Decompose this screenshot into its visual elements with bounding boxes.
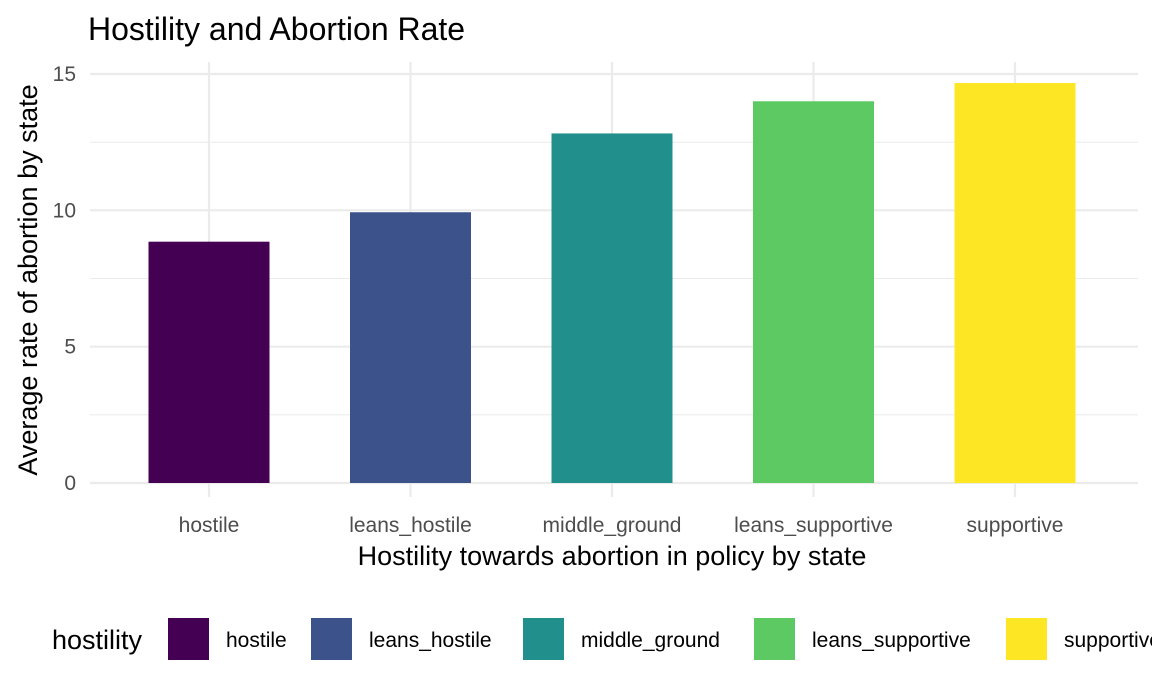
legend-label: leans_hostile <box>369 629 492 652</box>
bar-hostile <box>148 241 270 483</box>
legend-label: hostile <box>226 629 287 652</box>
x-tick-label: leans_hostile <box>349 514 472 537</box>
x-tick-label: supportive <box>967 514 1064 537</box>
legend-key-leans_supportive <box>754 618 795 660</box>
legend-key-middle_ground <box>523 618 564 660</box>
legend-key-leans_hostile <box>311 618 352 660</box>
bar-leans_supportive <box>753 101 874 484</box>
legend-label: supportive <box>1064 629 1152 652</box>
bar-leans_hostile <box>350 212 471 483</box>
legend-label: leans_supportive <box>812 629 971 652</box>
bar-supportive <box>954 82 1076 484</box>
y-tick-label: 5 <box>64 336 76 359</box>
bars <box>148 82 1076 484</box>
chart-title: Hostility and Abortion Rate <box>88 11 465 47</box>
y-tick-label: 15 <box>53 63 76 86</box>
x-tick-label: leans_supportive <box>734 514 893 537</box>
legend-key-supportive <box>1006 618 1047 660</box>
legend: hostility hostile leans_hostile middle_gro… <box>52 618 1152 660</box>
y-tick-label: 0 <box>64 472 76 495</box>
legend-title: hostility <box>52 625 143 655</box>
legend-label: middle_ground <box>581 629 720 652</box>
x-tick-label: hostile <box>179 514 240 537</box>
x-tick-label: middle_ground <box>543 514 682 537</box>
y-tick-label: 10 <box>53 199 76 222</box>
x-axis-ticks: hostile leans_hostile middle_ground leans_s… <box>179 514 1064 537</box>
bar-middle_ground <box>551 133 673 483</box>
y-axis-title: Average rate of abortion by state <box>13 84 43 475</box>
legend-key-hostile <box>168 618 209 660</box>
x-axis-title: Hostility towards abortion in policy by … <box>358 541 867 571</box>
y-axis-ticks: 0 5 10 15 <box>53 63 76 495</box>
